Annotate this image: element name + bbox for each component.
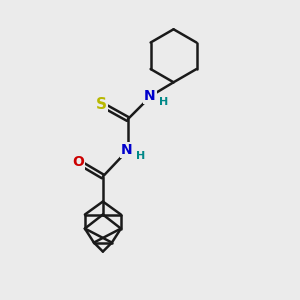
Text: S: S — [96, 97, 107, 112]
Text: N: N — [144, 88, 156, 103]
Text: H: H — [159, 97, 169, 107]
Text: H: H — [136, 152, 145, 161]
Text: N: N — [121, 143, 132, 157]
Text: O: O — [72, 155, 84, 169]
